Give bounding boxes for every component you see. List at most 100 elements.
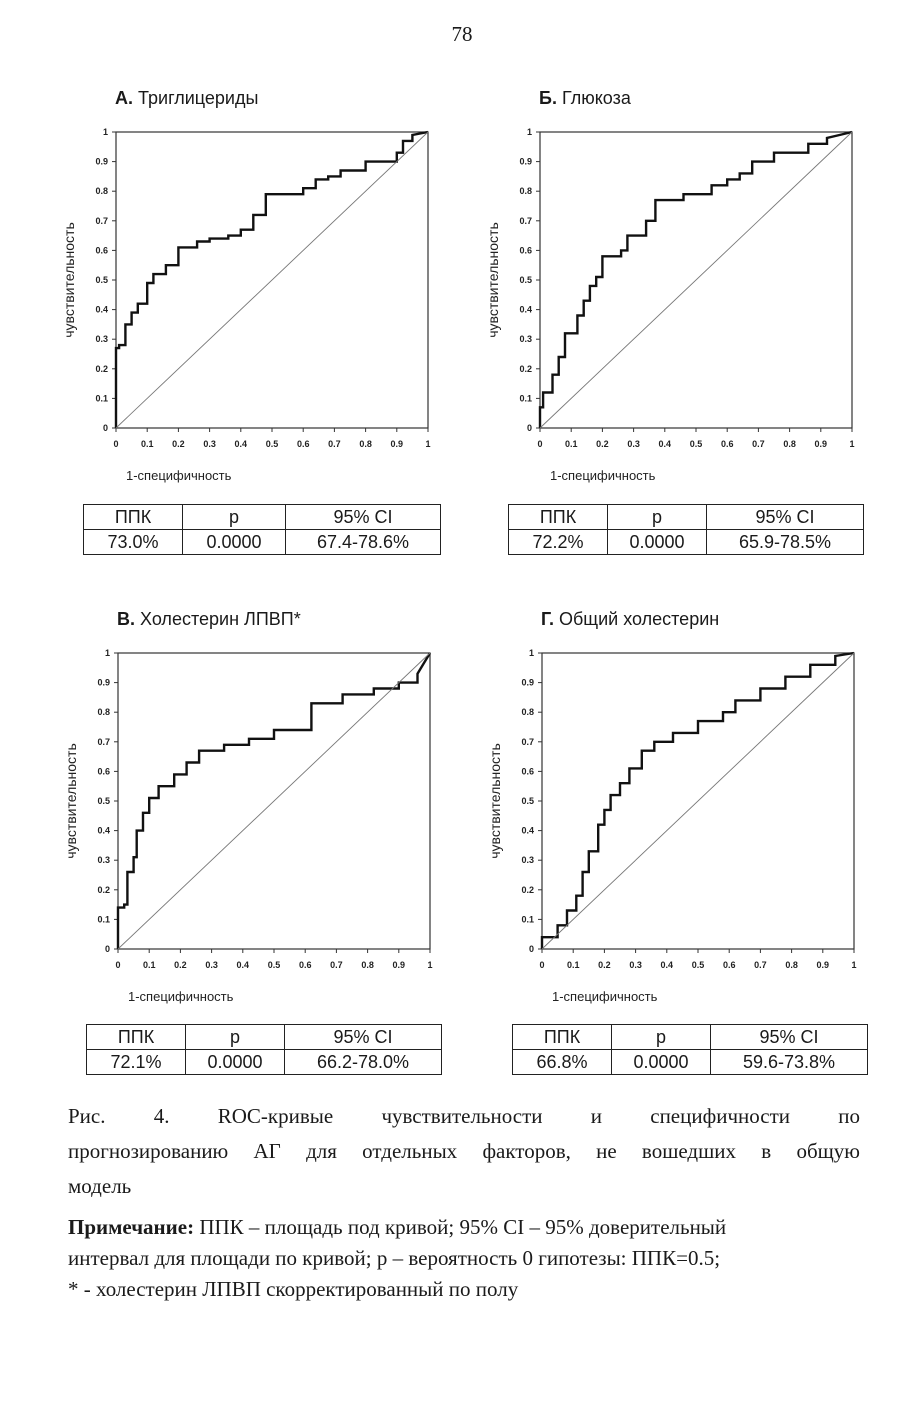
- y-tick-label: 0: [105, 944, 110, 954]
- x-tick-label: 0.8: [359, 439, 372, 449]
- x-tick-label: 0.3: [205, 960, 218, 970]
- y-tick-label: 0.7: [519, 216, 532, 226]
- stats-header-p: р: [611, 1024, 711, 1050]
- x-tick-label: 0: [115, 960, 120, 970]
- y-tick-label: 0.9: [97, 678, 110, 688]
- y-tick-label: 0.4: [519, 305, 532, 315]
- y-tick-label: 0.2: [521, 885, 534, 895]
- y-tick-label: 0.7: [95, 216, 108, 226]
- x-tick-label: 0.4: [659, 439, 672, 449]
- x-axis-label: 1-специфичность: [126, 468, 232, 483]
- stats-header-auc: ППК: [508, 504, 608, 530]
- stats-value-auc: 72.1%: [86, 1049, 186, 1075]
- stats-table: ППК р 95% CI 73.0% 0.0000 67.4-78.6%: [83, 504, 441, 555]
- stats-value-ci: 65.9-78.5%: [706, 529, 864, 555]
- x-tick-label: 0.5: [266, 439, 279, 449]
- y-tick-label: 0.1: [95, 393, 108, 403]
- roc-chart-svg: 0 0.1 0.2 0.3 0.4 0.5 0.6 0.7 0.8 0.9 1 0 0.1 0.2 0.3 0…: [61, 127, 431, 483]
- caption-line: модель: [68, 1174, 132, 1198]
- y-tick-label: 0.3: [97, 855, 110, 865]
- x-tick-label: 0.9: [817, 960, 830, 970]
- chart-panel-b: Б. Глюкоза 0 0.1 0.2 0.3 0.4 0.5 0.6 0.7 0.8 0.9 1…: [484, 88, 904, 558]
- note-text: ППК – площадь под кривой; 95% CI – 95% д…: [194, 1215, 727, 1239]
- stats-table: ППК р 95% CI 72.2% 0.0000 65.9-78.5%: [508, 504, 864, 555]
- y-tick-label: 0.7: [521, 737, 534, 747]
- y-tick-label: 1: [527, 127, 532, 137]
- stats-value-ci: 66.2-78.0%: [284, 1049, 442, 1075]
- x-tick-label: 1: [427, 960, 432, 970]
- y-tick-label: 0.4: [521, 826, 534, 836]
- y-axis-label: чувствительность: [63, 743, 79, 859]
- chart-panel-c: В. Холестерин ЛПВП* 0 0.1 0.2 0.3 0.4 0.5 0.6 0…: [62, 609, 482, 1079]
- y-tick-label: 0.8: [519, 186, 532, 196]
- y-tick-label: 0.3: [95, 334, 108, 344]
- y-tick-label: 1: [103, 127, 108, 137]
- note-line: * - холестерин ЛПВП скорректированный по…: [68, 1277, 519, 1301]
- stats-value-p: 0.0000: [182, 529, 286, 555]
- x-tick-label: 0.3: [203, 439, 216, 449]
- stats-header-ci: 95% CI: [285, 504, 441, 530]
- x-axis-label: 1-специфичность: [552, 989, 658, 1004]
- x-tick-label: 0.9: [393, 960, 406, 970]
- x-tick-label: 0.2: [172, 439, 185, 449]
- y-tick-label: 0.6: [521, 766, 534, 776]
- x-tick-label: 0: [113, 439, 118, 449]
- y-tick-label: 0.5: [519, 275, 532, 285]
- page-number: 78: [451, 22, 473, 46]
- note-line: интервал для площади по кривой; р – веро…: [68, 1246, 721, 1270]
- y-tick-label: 0.5: [521, 796, 534, 806]
- x-axis-label: 1-специфичность: [550, 468, 656, 483]
- reference-diagonal: [541, 652, 855, 950]
- y-tick-label: 0.3: [521, 855, 534, 865]
- roc-curve: [540, 651, 855, 949]
- y-tick-label: 0.4: [97, 826, 110, 836]
- y-tick-label: 1: [105, 648, 110, 658]
- chart-panel-a: А. Триглицериды 0 0.1 0.2 0.3 0.4 0.5 0.6 0.7 0.…: [60, 88, 480, 558]
- chart-title: В. Холестерин ЛПВП*: [117, 609, 301, 630]
- panel-letter: В.: [117, 609, 135, 629]
- y-tick-label: 0.9: [521, 678, 534, 688]
- x-tick-label: 0.2: [174, 960, 187, 970]
- stats-header-p: р: [185, 1024, 285, 1050]
- caption-line: Рис. 4. ROC-кривые чувствительности и сп…: [68, 1104, 860, 1128]
- figure-caption: Рис. 4. ROC-кривые чувствительности и сп…: [68, 1099, 860, 1204]
- x-tick-label: 0.1: [565, 439, 578, 449]
- panel-letter: Г.: [541, 609, 554, 629]
- y-tick-label: 0.6: [97, 766, 110, 776]
- x-tick-label: 0.5: [692, 960, 705, 970]
- y-tick-label: 0.2: [97, 885, 110, 895]
- x-tick-label: 0.1: [141, 439, 154, 449]
- x-tick-label: 0.1: [567, 960, 580, 970]
- x-tick-label: 0: [537, 439, 542, 449]
- panel-letter: Б.: [539, 88, 557, 108]
- y-tick-label: 0.1: [519, 393, 532, 403]
- x-tick-label: 0.6: [723, 960, 736, 970]
- y-tick-label: 0.3: [519, 334, 532, 344]
- roc-curve: [116, 652, 432, 949]
- x-tick-label: 0.8: [361, 960, 374, 970]
- stats-header-ci: 95% CI: [710, 1024, 868, 1050]
- roc-curve: [114, 130, 429, 428]
- chart-title: Б. Глюкоза: [539, 88, 631, 109]
- x-tick-label: 0.7: [330, 960, 343, 970]
- y-tick-label: 0.1: [97, 914, 110, 924]
- x-tick-label: 0.7: [752, 439, 765, 449]
- figure-note: Примечание: ППК – площадь под кривой; 95…: [68, 1212, 868, 1305]
- roc-chart-svg: 0 0.1 0.2 0.3 0.4 0.5 0.6 0.7 0.8 0.9 1 0 0.1 0.2 0.3 0…: [485, 127, 855, 483]
- x-tick-label: 1: [425, 439, 430, 449]
- x-tick-label: 0.4: [235, 439, 248, 449]
- caption-line: прогнозированию АГ для отдельных факторо…: [68, 1139, 860, 1163]
- y-tick-label: 0: [527, 423, 532, 433]
- x-tick-label: 0.1: [143, 960, 156, 970]
- x-tick-label: 0.8: [785, 960, 798, 970]
- x-tick-label: 0.5: [690, 439, 703, 449]
- note-line: Примечание: ППК – площадь под кривой; 95…: [68, 1212, 868, 1243]
- x-tick-label: 0.2: [596, 439, 609, 449]
- stats-value-auc: 72.2%: [508, 529, 608, 555]
- stats-table: ППК р 95% CI 72.1% 0.0000 66.2-78.0%: [86, 1024, 442, 1075]
- stats-value-ci: 59.6-73.8%: [710, 1049, 868, 1075]
- panel-title-text: Глюкоза: [561, 88, 631, 108]
- x-tick-label: 0.5: [268, 960, 281, 970]
- y-tick-label: 0.2: [519, 364, 532, 374]
- y-tick-label: 0.5: [95, 275, 108, 285]
